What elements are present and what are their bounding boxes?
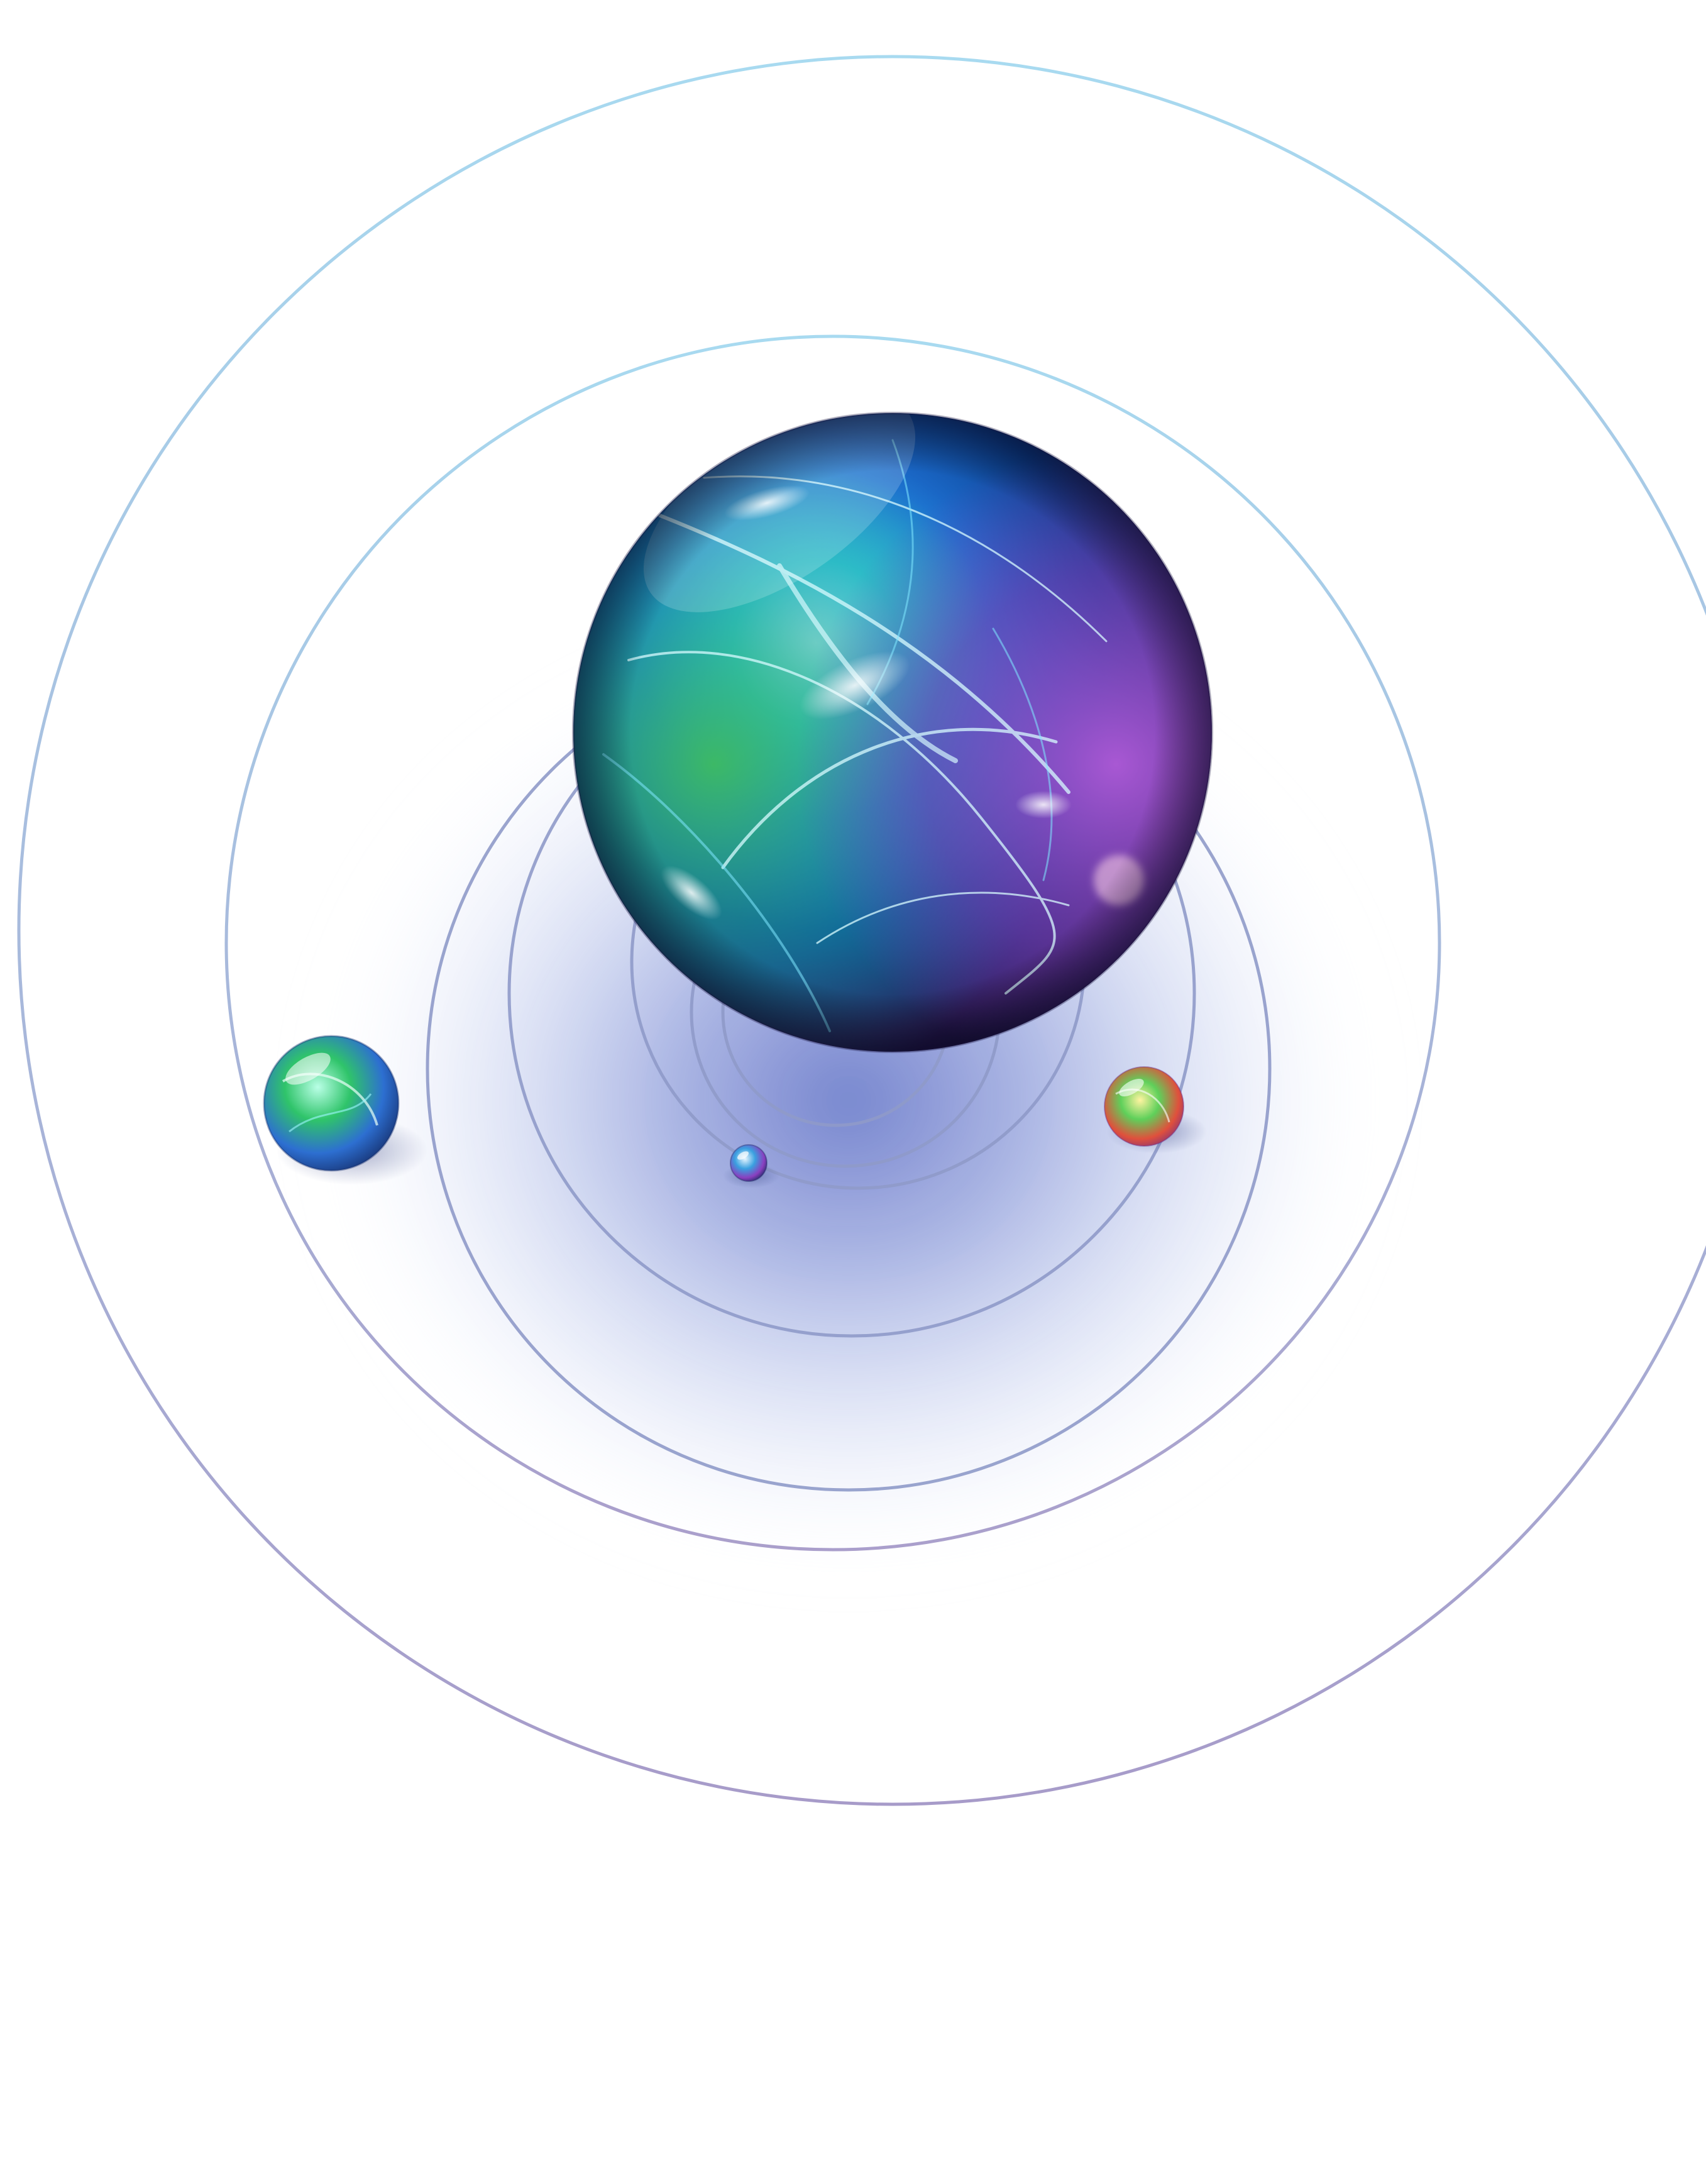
large-orb xyxy=(572,412,1213,1053)
right-orb xyxy=(1104,1066,1184,1147)
left-orb xyxy=(263,1035,400,1172)
tiny-orb xyxy=(730,1144,768,1182)
orbit-ring-outermost xyxy=(17,55,1706,1806)
